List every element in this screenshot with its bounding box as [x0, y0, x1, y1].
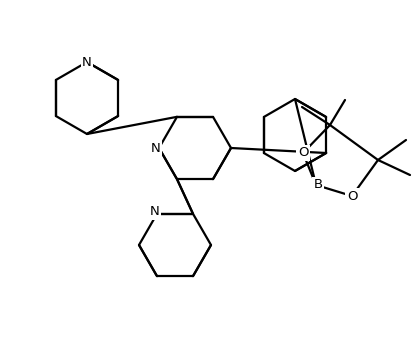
Text: N: N: [151, 142, 161, 155]
Text: N: N: [150, 205, 160, 218]
Text: O: O: [298, 146, 308, 160]
Text: B: B: [313, 179, 322, 191]
Text: O: O: [347, 190, 357, 203]
Text: N: N: [82, 55, 92, 68]
